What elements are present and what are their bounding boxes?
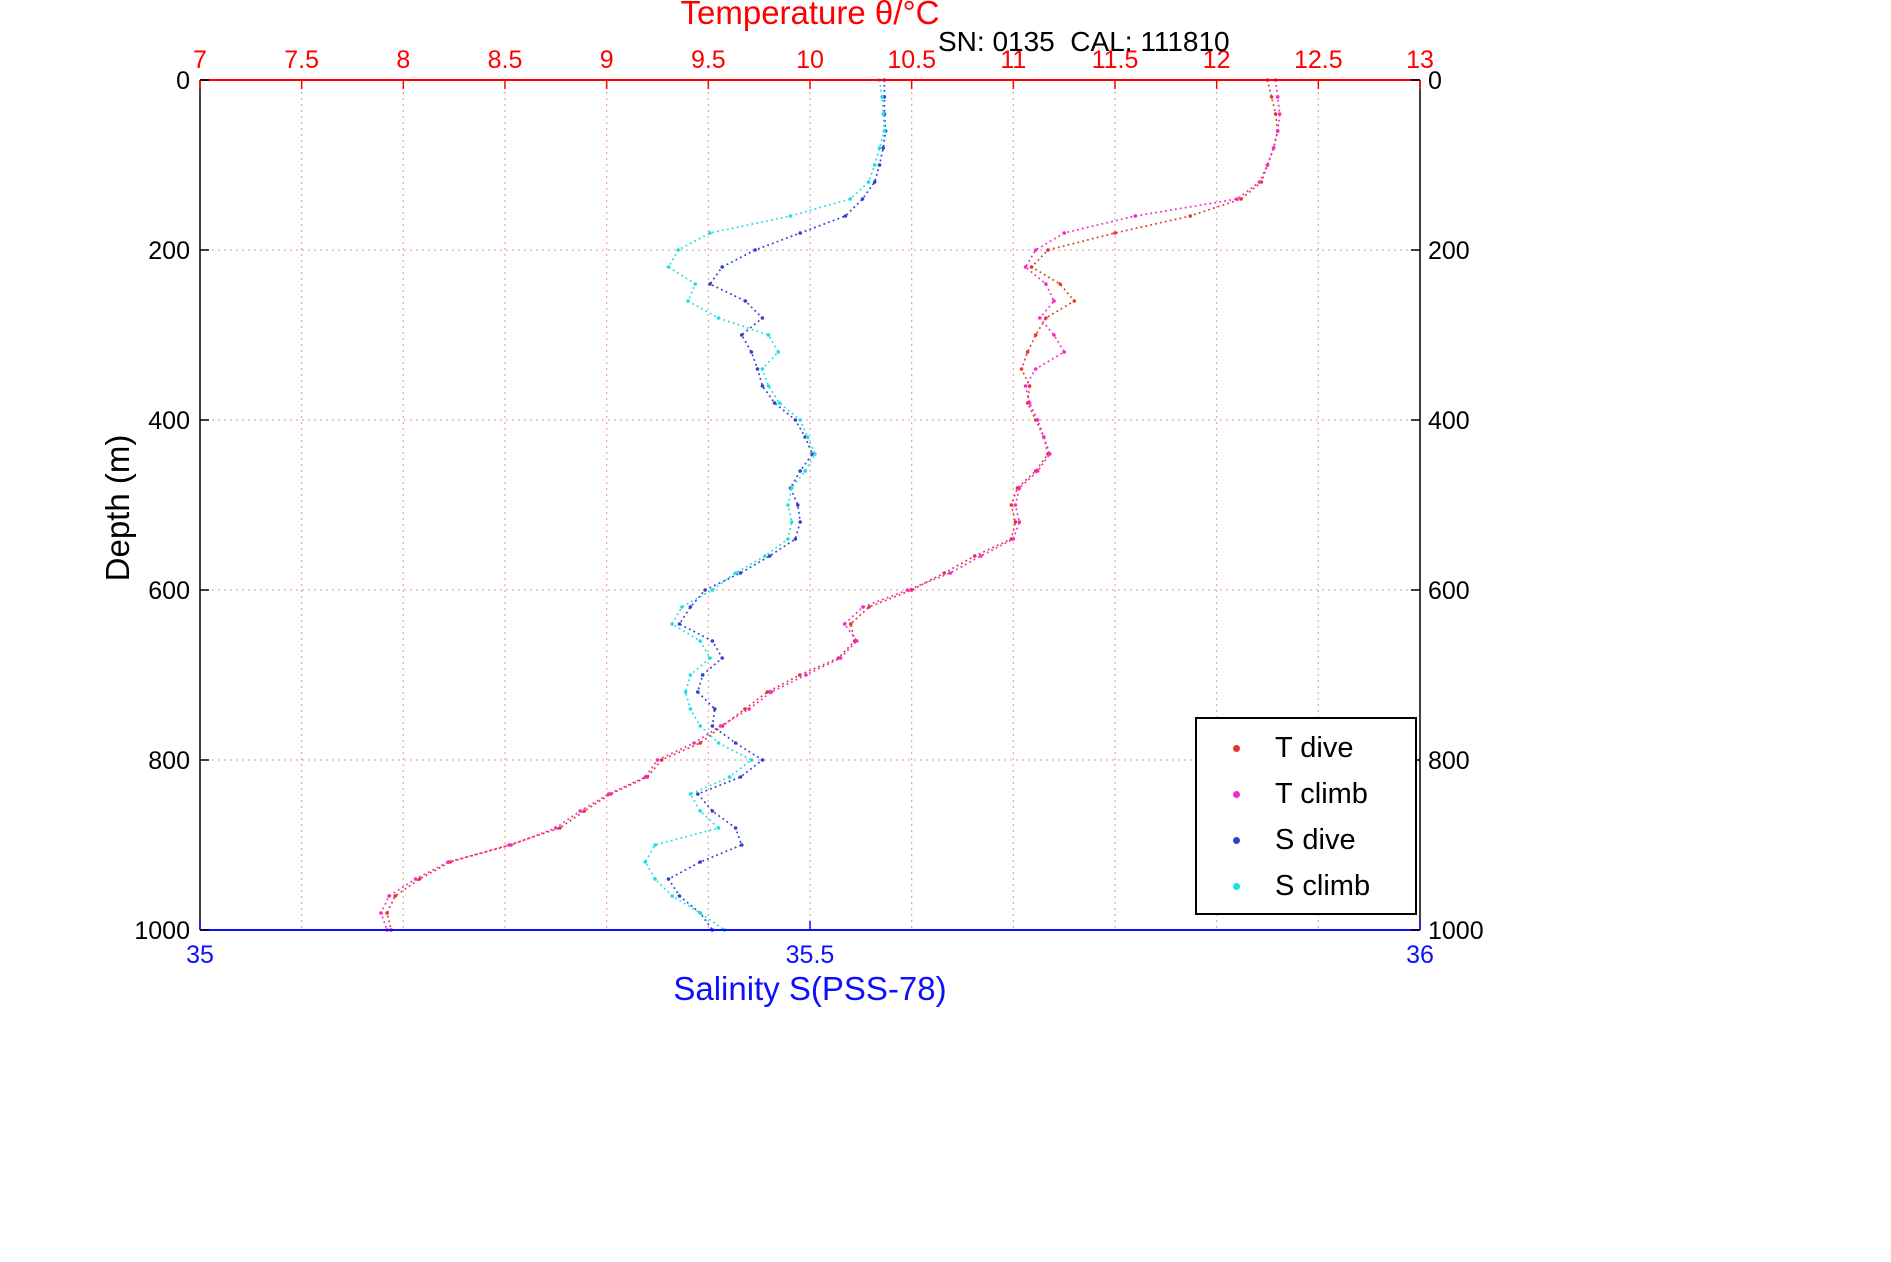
t-dive-marker-icon [1197,744,1275,752]
depth-tick-label-right: 400 [1428,407,1470,435]
depth-tick-label-left: 1000 [134,917,190,945]
temperature-tick-label: 7 [193,46,207,74]
legend-item-t-dive: T dive [1197,725,1415,771]
temperature-tick-label: 11.5 [1092,46,1139,74]
series-s-dive [666,78,888,932]
legend-item-s-climb: S climb [1197,863,1415,909]
temperature-tick-label: 8.5 [488,46,523,74]
temperature-tick-label: 9.5 [691,46,726,74]
legend-label: S dive [1275,823,1356,856]
depth-tick-label-left: 600 [148,577,190,605]
salinity-tick-label: 35 [186,941,214,969]
salinity-tick-label: 36 [1406,941,1434,969]
legend-item-t-climb: T climb [1197,771,1415,817]
temperature-tick-label: 8 [396,46,410,74]
legend-label: S climb [1275,869,1371,902]
depth-tick-label-right: 600 [1428,577,1470,605]
instrument-serial-cal: SN: 0135 CAL: 111810 [938,26,1230,57]
legend-label: T dive [1275,731,1354,764]
left-axis-title: Depth (m) [99,434,136,582]
temperature-tick-label: 11 [1000,46,1026,74]
depth-tick-label-right: 1000 [1428,917,1484,945]
bottom-axis-title: Salinity S(PSS-78) [673,970,947,1007]
legend-item-s-dive: S dive [1197,817,1415,863]
series-t-dive [385,78,1280,932]
salinity-tick-label: 35.5 [786,941,835,969]
depth-tick-label-left: 800 [148,747,190,775]
depth-tick-label-right: 200 [1428,237,1470,265]
legend-label: T climb [1275,777,1368,810]
depth-tick-label-right: 0 [1428,67,1442,95]
s-dive-marker-icon [1197,836,1275,844]
temperature-tick-label: 12 [1203,46,1231,74]
tick-labels: 7 7.5 8 8.5 9 9.5 10 10.5 11 11.5 12 12.5 13 35 35.5 36… [134,46,1483,969]
s-climb-marker-icon [1197,882,1275,890]
temperature-tick-label: 9 [600,46,614,74]
temperature-tick-label: 10.5 [887,46,936,74]
series-t-climb [379,78,1282,932]
depth-tick-label-left: 400 [148,407,190,435]
t-climb-marker-icon [1197,790,1275,798]
temperature-tick-label: 10 [796,46,824,74]
temperature-tick-label: 12.5 [1294,46,1343,74]
legend: T dive T climb S dive S climb [1195,717,1417,915]
series-s-climb [643,78,887,932]
temperature-tick-label: 7.5 [284,46,319,74]
depth-tick-label-right: 800 [1428,747,1470,775]
depth-tick-label-left: 200 [148,237,190,265]
top-axis-title: Temperature θ/°C [680,0,940,31]
temperature-tick-label: 13 [1406,46,1434,74]
depth-tick-label-left: 0 [176,67,190,95]
tick-marks [199,79,1421,931]
